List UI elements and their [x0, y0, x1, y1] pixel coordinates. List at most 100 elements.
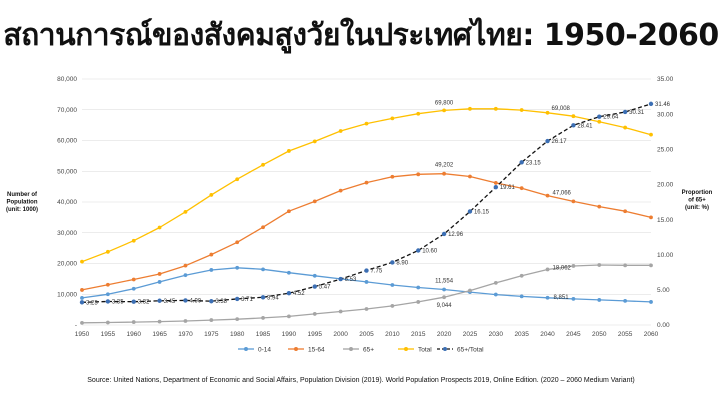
data-point-total [468, 106, 472, 111]
data-point-65-total [79, 300, 85, 305]
right-tick-label: 30.00 [657, 111, 674, 118]
x-tick-label: 2020 [437, 331, 452, 338]
data-point-65 [209, 318, 214, 322]
chart-gridlines [82, 78, 651, 326]
data-point-0-14 [519, 294, 524, 299]
data-point-65 [442, 295, 446, 300]
data-point-total [571, 114, 576, 119]
series-data-label: 9,044 [437, 303, 453, 309]
data-point-total [157, 225, 162, 230]
data-point-15-64 [183, 263, 188, 268]
data-point-65-total [622, 109, 628, 115]
left-tick-label: 50,000 [57, 168, 77, 175]
data-point-65-total [416, 248, 421, 253]
right-tick-label: 25.00 [657, 146, 674, 153]
data-point-65-total [338, 276, 343, 282]
data-point-65 [493, 280, 498, 285]
legend-marker-65-total [443, 347, 447, 351]
right-tick-label: 0.00 [657, 322, 670, 329]
data-point-0-14 [105, 292, 110, 297]
x-tick-label: 2030 [489, 331, 504, 338]
data-point-65-total [260, 295, 266, 300]
data-point-0-14 [287, 270, 291, 275]
left-tick-label: 80,000 [57, 76, 77, 83]
right-axis-title: (unit: %) [685, 205, 709, 211]
left-tick-label: 10,000 [57, 291, 77, 298]
ratio-data-label: 3.94 [267, 295, 279, 301]
x-tick-label: 2025 [463, 331, 478, 338]
series-data-label: 49,202 [435, 163, 454, 169]
legend-marker-total [404, 347, 408, 351]
data-point-15-64 [442, 171, 446, 176]
data-point-0-14 [364, 280, 369, 284]
legend-marker-0-14 [244, 347, 248, 351]
x-tick-label: 1970 [178, 331, 193, 338]
data-point-total [338, 129, 343, 133]
data-point-total [235, 177, 240, 182]
series-data-label: 11,554 [435, 278, 454, 284]
data-point-65-total [467, 209, 473, 214]
page-title: สถานการณ์ของสังคมสูงวัยในประเทศไทย: 1950… [3, 18, 719, 53]
data-point-65-total [209, 299, 214, 304]
x-tick-label: 2050 [592, 331, 607, 338]
legend-label-15-64: 15-64 [308, 346, 325, 353]
data-point-total [261, 162, 265, 167]
left-axis-ticks: - 10,000 20,000 30,000 40,000 50,000 60,000 70,… [57, 76, 77, 329]
legend-label-65-total: 65+/Total [457, 346, 484, 353]
left-tick-label: 30,000 [57, 230, 77, 237]
data-point-0-14 [416, 285, 421, 290]
x-tick-label: 1995 [308, 331, 323, 338]
series-layer [79, 101, 654, 325]
data-point-65 [519, 273, 524, 278]
ratio-data-label: 8.90 [396, 260, 408, 266]
x-tick-label: 2040 [540, 331, 555, 338]
x-tick-label: 2015 [411, 331, 426, 338]
data-point-0-14 [183, 273, 188, 278]
data-point-65 [416, 300, 421, 304]
legend-marker-15-64 [294, 347, 298, 351]
data-point-0-14 [209, 268, 214, 272]
left-tick-label: - [75, 322, 77, 329]
data-point-65 [597, 263, 602, 267]
data-point-65-total [234, 296, 240, 302]
data-point-total [416, 111, 421, 116]
data-point-65 [468, 288, 472, 293]
left-tick-label: 60,000 [57, 138, 77, 145]
data-point-total [209, 193, 214, 197]
data-point-65-total [648, 101, 654, 107]
data-point-15-64 [209, 252, 214, 257]
data-point-65-total [157, 298, 162, 303]
data-point-0-14 [312, 273, 317, 278]
data-point-total [442, 108, 446, 113]
data-point-0-14 [157, 280, 162, 284]
data-point-65 [287, 314, 291, 319]
data-point-65 [649, 263, 653, 268]
ratio-data-label: 10.60 [422, 248, 438, 254]
data-point-total [649, 132, 653, 137]
x-tick-label: 1950 [75, 331, 90, 338]
data-point-65 [235, 317, 240, 322]
x-tick-label: 2055 [618, 331, 633, 338]
left-axis-title: Population [7, 200, 38, 206]
ratio-data-label: 31.46 [655, 102, 671, 108]
data-point-65 [80, 320, 84, 325]
left-axis-title: Number of [7, 192, 38, 198]
data-point-65-total [286, 291, 292, 296]
x-tick-label: 2000 [333, 331, 348, 338]
data-point-65 [131, 320, 136, 324]
data-point-0-14 [571, 296, 576, 301]
series-data-label: 69,800 [435, 100, 454, 106]
x-tick-label: 2010 [385, 331, 400, 338]
data-point-0-14 [235, 265, 240, 270]
data-point-0-14 [623, 298, 628, 303]
series-data-label: 47,066 [553, 191, 572, 197]
x-tick-label: 2005 [359, 331, 374, 338]
ratio-data-label: 3.23 [86, 300, 98, 306]
data-point-65 [571, 264, 576, 268]
right-tick-label: 35.00 [657, 76, 674, 83]
data-point-0-14 [545, 295, 550, 300]
data-point-65 [157, 319, 162, 324]
ratio-data-label: 6.53 [345, 277, 357, 283]
x-tick-label: 2035 [514, 331, 529, 338]
